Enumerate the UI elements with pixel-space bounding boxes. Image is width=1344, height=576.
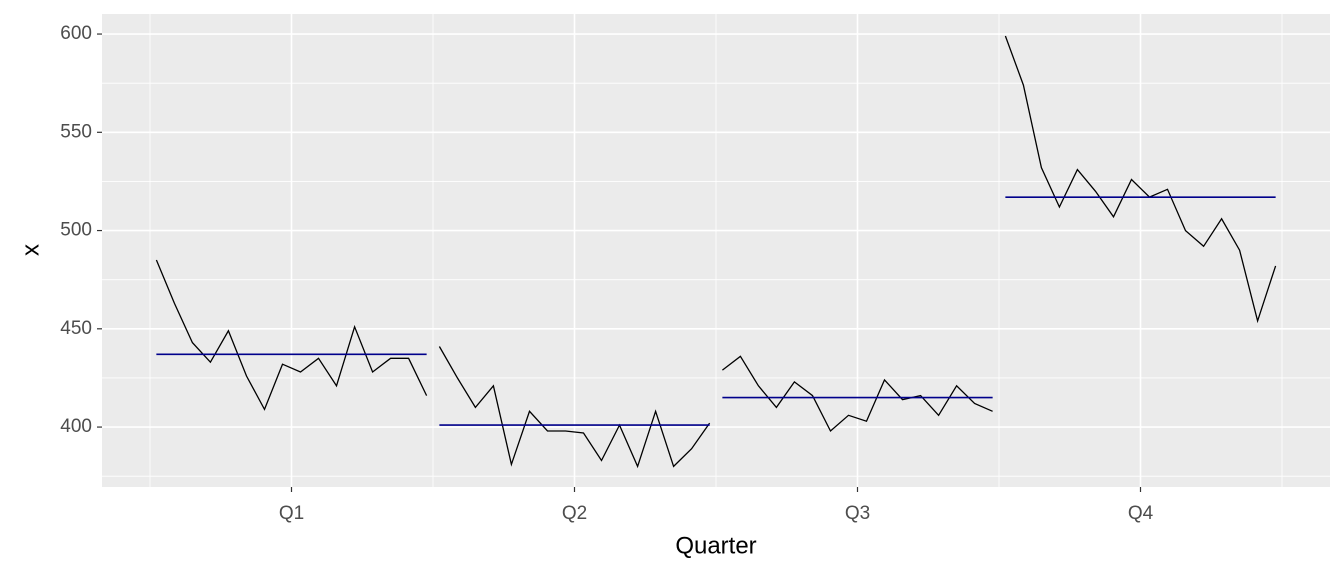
x-tick-label: Q4 [1128, 503, 1154, 524]
series-line [722, 355, 993, 433]
y-tick-label: 600 [60, 23, 92, 44]
y-axis-title: x [17, 244, 44, 256]
x-axis-title: Quarter [675, 532, 756, 559]
y-tick-label: 450 [60, 318, 92, 339]
x-tick-label: Q1 [279, 503, 304, 524]
series-line [1004, 35, 1277, 324]
series-line [155, 259, 428, 411]
y-tick-label: 550 [60, 121, 92, 142]
y-tick-label: 400 [60, 416, 92, 437]
x-tick-label: Q2 [562, 503, 587, 524]
x-tick-label: Q3 [845, 503, 870, 524]
series-line [438, 346, 711, 469]
y-tick-label: 500 [60, 220, 92, 241]
